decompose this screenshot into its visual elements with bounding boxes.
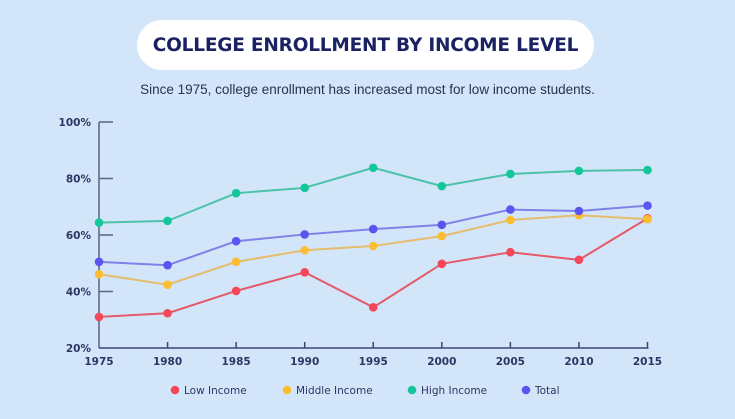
- data-point-middle-income: [300, 245, 309, 255]
- x-tick-label: 2010: [564, 356, 593, 368]
- axes: 20% 40% 60% 80% 100% 1975 1980 1985 1990 1995 2000…: [59, 117, 663, 368]
- x-tick-label: 1995: [359, 356, 388, 368]
- legend-swatch: [521, 385, 531, 395]
- data-point-total: [574, 206, 584, 216]
- data-point-low-income: [437, 259, 447, 269]
- data-point-high-income: [231, 188, 241, 198]
- data-point-total: [94, 257, 104, 267]
- chart-subtitle: Since 1975, college enrollment has incre…: [140, 82, 595, 97]
- data-point-total: [368, 224, 378, 234]
- legend-label: Low Income: [184, 385, 247, 397]
- data-point-total: [300, 230, 309, 239]
- data-point-high-income: [437, 181, 447, 191]
- x-tick-label: 2005: [496, 356, 525, 368]
- data-point-high-income: [643, 165, 652, 175]
- title-pill: COLLEGE ENROLLMENT BY INCOME LEVEL: [137, 20, 594, 70]
- data-point-high-income: [94, 218, 104, 227]
- legend-item-low-income: Low Income: [170, 385, 247, 397]
- data-point-middle-income: [506, 215, 515, 225]
- legend-swatch: [282, 385, 292, 395]
- data-point-middle-income: [368, 241, 378, 251]
- data-point-high-income: [574, 166, 584, 176]
- data-point-low-income: [163, 308, 172, 318]
- x-tick-label: 1985: [222, 356, 251, 368]
- data-point-total: [643, 201, 652, 210]
- data-point-total: [163, 260, 172, 270]
- series-points: [94, 163, 652, 322]
- legend-swatch: [170, 385, 180, 395]
- x-tick-label: 1980: [153, 356, 182, 368]
- legend-label: Middle Income: [296, 385, 373, 397]
- data-point-high-income: [300, 183, 309, 193]
- data-point-low-income: [574, 255, 584, 265]
- x-tick-label: 2000: [427, 356, 456, 368]
- data-point-low-income: [368, 303, 378, 312]
- data-point-high-income: [163, 216, 172, 226]
- y-tick-label: 60%: [66, 230, 92, 242]
- data-point-high-income: [368, 163, 378, 173]
- data-point-middle-income: [94, 269, 104, 279]
- series-line-high-income: [98, 166, 648, 224]
- legend-item-high-income: High Income: [407, 385, 487, 397]
- legend: Low Income Middle Income High Income Total: [170, 385, 560, 397]
- data-point-low-income: [231, 286, 241, 296]
- data-point-middle-income: [163, 280, 172, 290]
- data-point-low-income: [300, 267, 309, 277]
- y-tick-label: 100%: [59, 117, 92, 129]
- data-point-low-income: [506, 247, 515, 257]
- data-point-high-income: [506, 169, 515, 179]
- data-point-low-income: [94, 312, 104, 322]
- x-tick-label: 1990: [290, 356, 319, 368]
- data-point-middle-income: [437, 231, 447, 241]
- data-point-middle-income: [643, 214, 652, 224]
- legend-item-middle-income: Middle Income: [282, 385, 373, 397]
- y-tick-label: 20%: [66, 343, 92, 355]
- data-point-middle-income: [231, 257, 241, 267]
- y-tick-label: 80%: [66, 174, 92, 186]
- data-point-total: [506, 205, 515, 214]
- data-point-total: [231, 236, 241, 246]
- y-tick-label: 40%: [66, 287, 92, 299]
- legend-swatch: [407, 385, 417, 395]
- chart-title: COLLEGE ENROLLMENT BY INCOME LEVEL: [152, 34, 579, 56]
- x-tick-label: 1975: [84, 356, 113, 368]
- legend-label: High Income: [421, 385, 487, 397]
- legend-item-total: Total: [521, 385, 560, 397]
- legend-label: Total: [534, 385, 560, 397]
- x-tick-label: 2015: [633, 356, 662, 368]
- data-point-total: [437, 220, 447, 230]
